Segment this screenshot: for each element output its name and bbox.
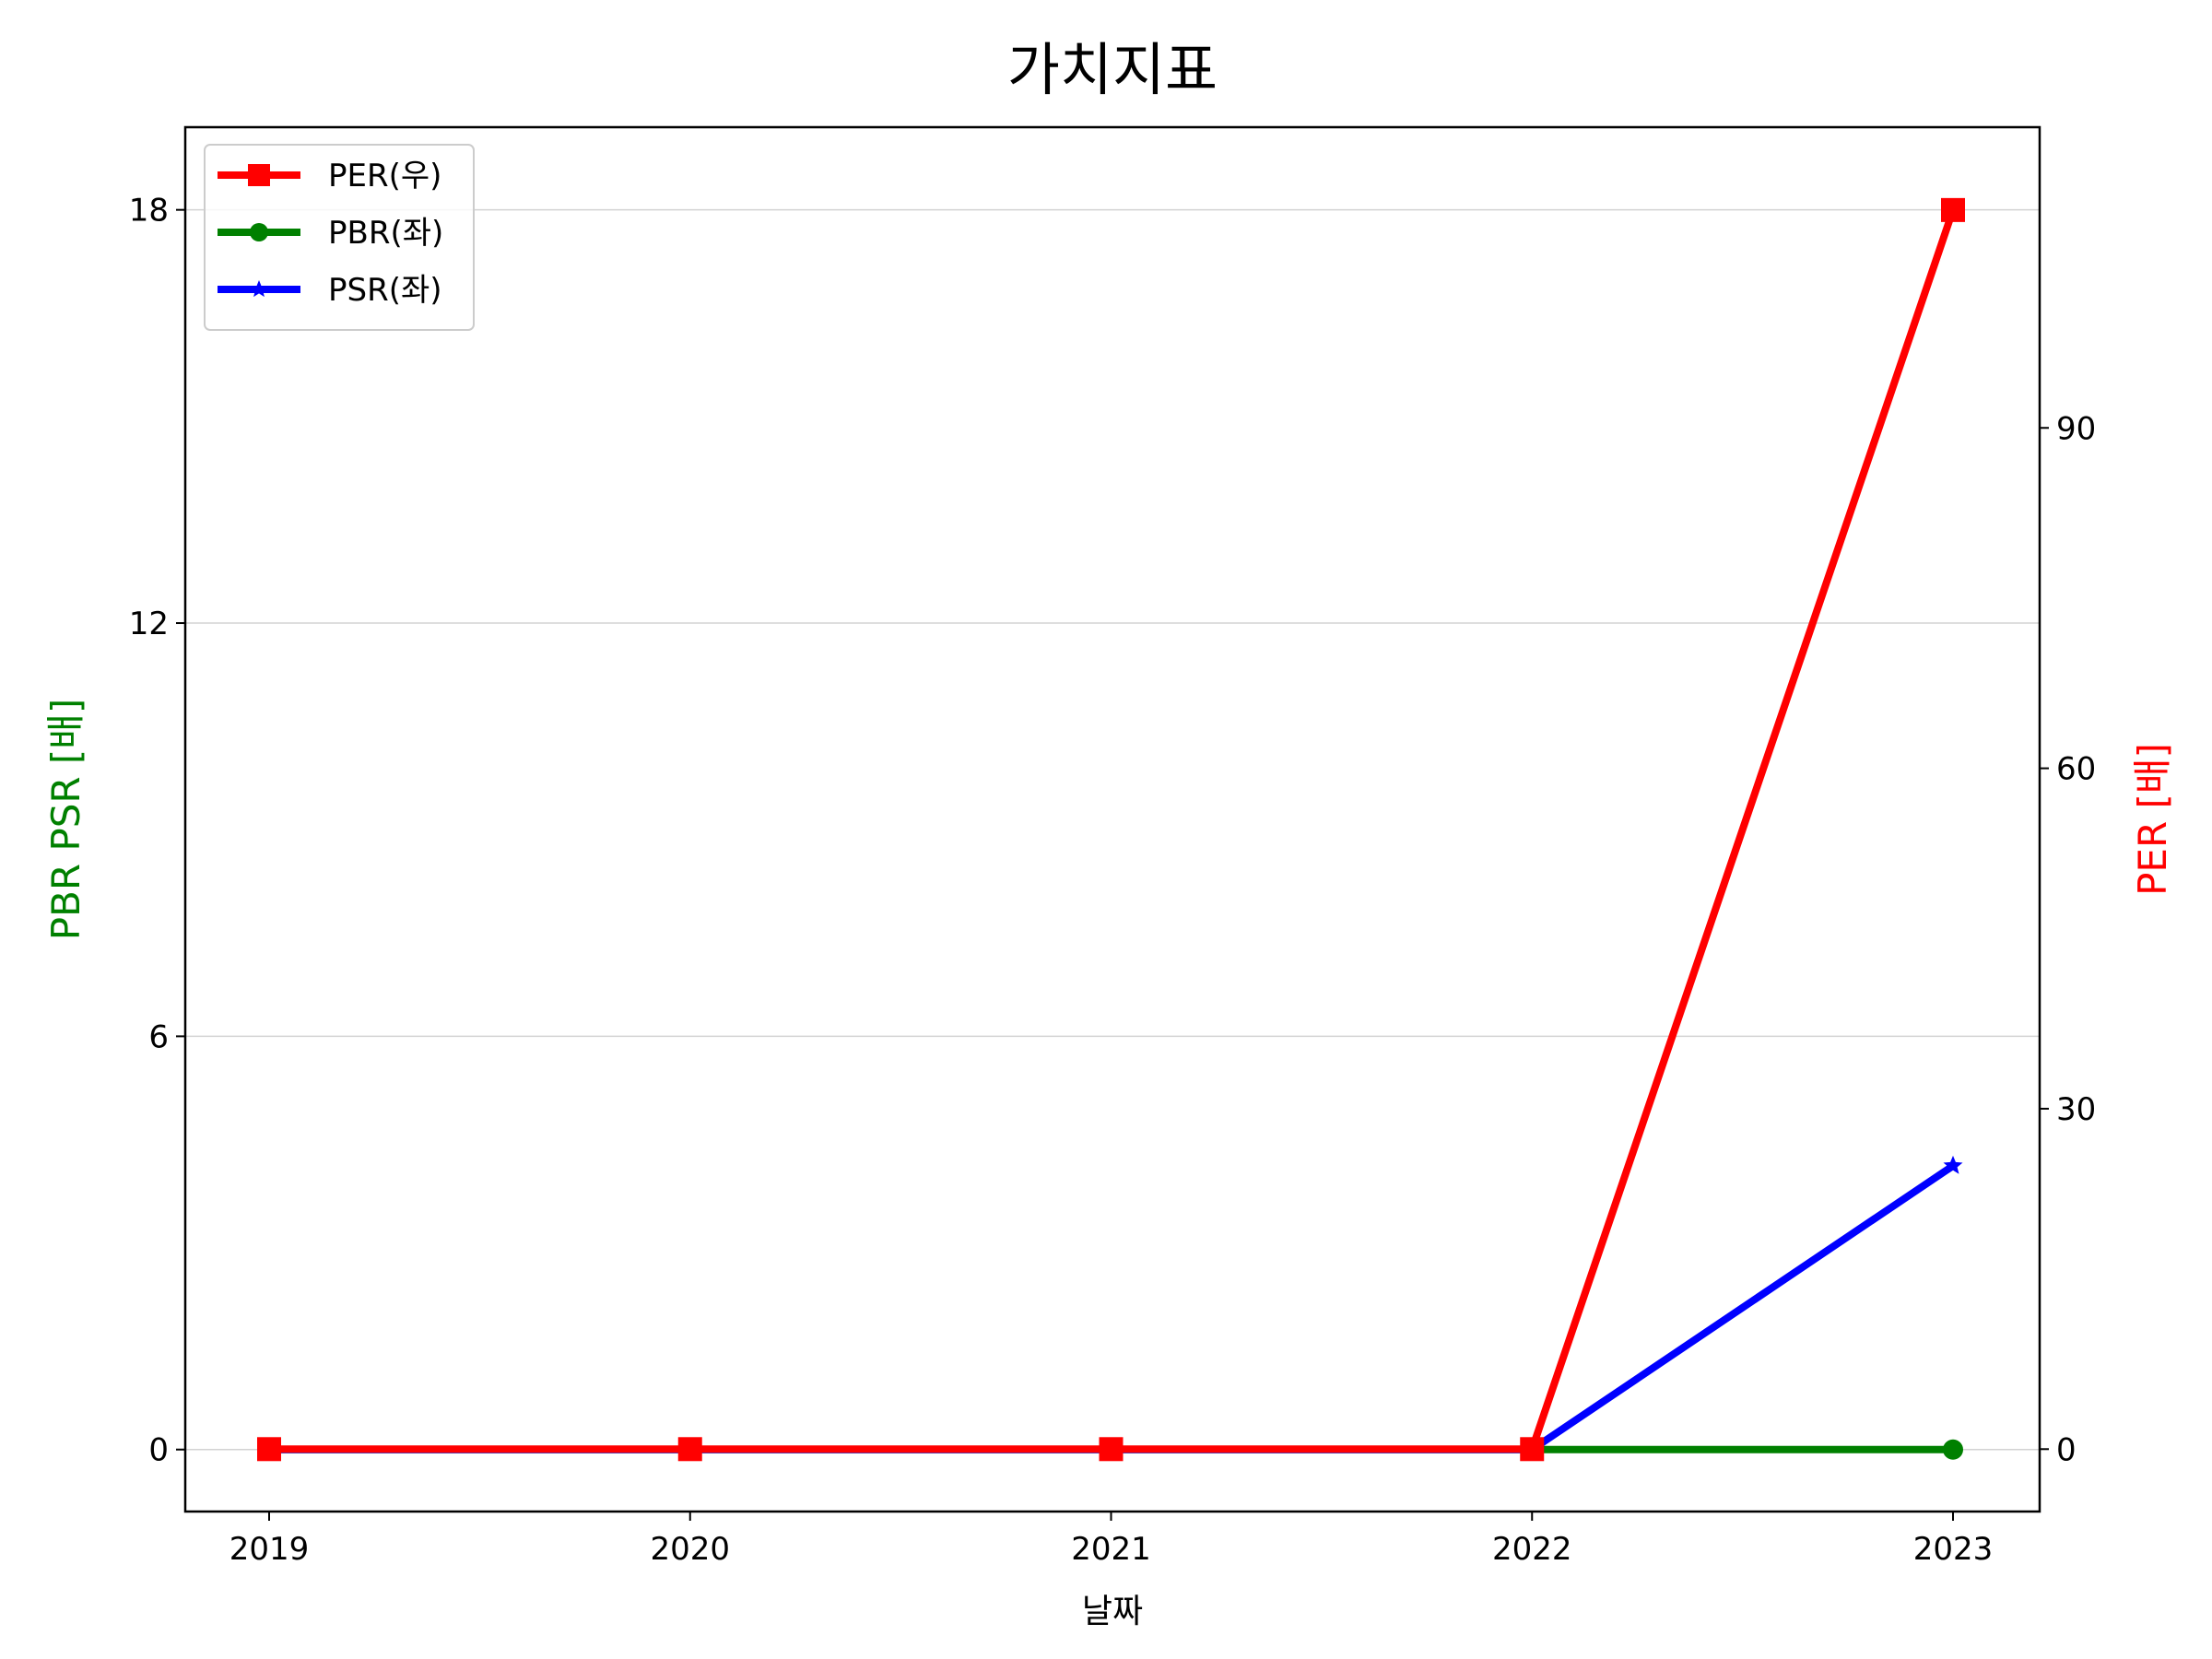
x-axis-label: 날짜 bbox=[1082, 1593, 1143, 1630]
data-point bbox=[1941, 197, 1965, 222]
data-point bbox=[1943, 1155, 1963, 1174]
left-y-tick-label: 0 bbox=[148, 1432, 169, 1469]
data-point bbox=[1943, 1439, 1963, 1460]
data-point bbox=[257, 1437, 281, 1462]
left-y-tick-label: 18 bbox=[129, 193, 169, 229]
right-y-tick-label: 60 bbox=[2056, 751, 2096, 788]
legend-box bbox=[204, 144, 475, 331]
x-tick-label: 2020 bbox=[650, 1531, 730, 1568]
right-y-axis-label: PER [배] bbox=[2130, 743, 2175, 896]
chart-title: 가치지표 bbox=[1007, 36, 1218, 103]
data-point bbox=[1099, 1437, 1124, 1462]
right-y-tick-label: 90 bbox=[2056, 410, 2096, 447]
grid-lines bbox=[185, 208, 2040, 1451]
legend-items: PER(우) PBR(좌) PSR(좌) bbox=[218, 158, 443, 309]
series-PSR(좌) bbox=[259, 1155, 1963, 1458]
left-y-axis-label: PBR PSR [배] bbox=[43, 699, 88, 941]
left-y-tick-label: 6 bbox=[148, 1018, 169, 1055]
legend: PER(우) PBR(좌) PSR(좌) bbox=[204, 144, 475, 331]
legend-marker bbox=[250, 280, 268, 298]
legend-item: PER(우) bbox=[218, 158, 441, 194]
series-line bbox=[269, 208, 1957, 1453]
legend-item: PSR(좌) bbox=[218, 272, 442, 309]
legend-marker bbox=[250, 223, 268, 241]
left-y-tick-label: 12 bbox=[129, 606, 169, 642]
legend-item: PBR(좌) bbox=[218, 215, 443, 252]
data-point bbox=[677, 1437, 702, 1462]
legend-marker bbox=[248, 164, 270, 186]
data-point bbox=[1520, 1437, 1545, 1462]
x-tick-label: 2022 bbox=[1492, 1531, 1572, 1568]
left-y-axis-ticks: 0 6 12 18 bbox=[129, 193, 185, 1469]
x-axis-ticks: 2019 2020 2021 2022 2023 bbox=[229, 1512, 1994, 1568]
legend-label: PBR(좌) bbox=[328, 215, 443, 252]
legend-label: PSR(좌) bbox=[328, 272, 442, 309]
right-y-tick-label: 0 bbox=[2056, 1431, 2077, 1468]
legend-label: PER(우) bbox=[328, 158, 441, 194]
right-y-axis-ticks: 0 30 60 90 bbox=[2040, 410, 2096, 1468]
series-line bbox=[269, 1162, 1956, 1453]
right-y-tick-label: 30 bbox=[2056, 1091, 2096, 1128]
x-tick-label: 2023 bbox=[1913, 1531, 1994, 1568]
x-tick-label: 2019 bbox=[229, 1531, 310, 1568]
plot-area-frame bbox=[183, 125, 2041, 1513]
series-layer bbox=[257, 197, 1965, 1462]
series-PER(우) bbox=[257, 197, 1965, 1462]
x-tick-label: 2021 bbox=[1071, 1531, 1151, 1568]
